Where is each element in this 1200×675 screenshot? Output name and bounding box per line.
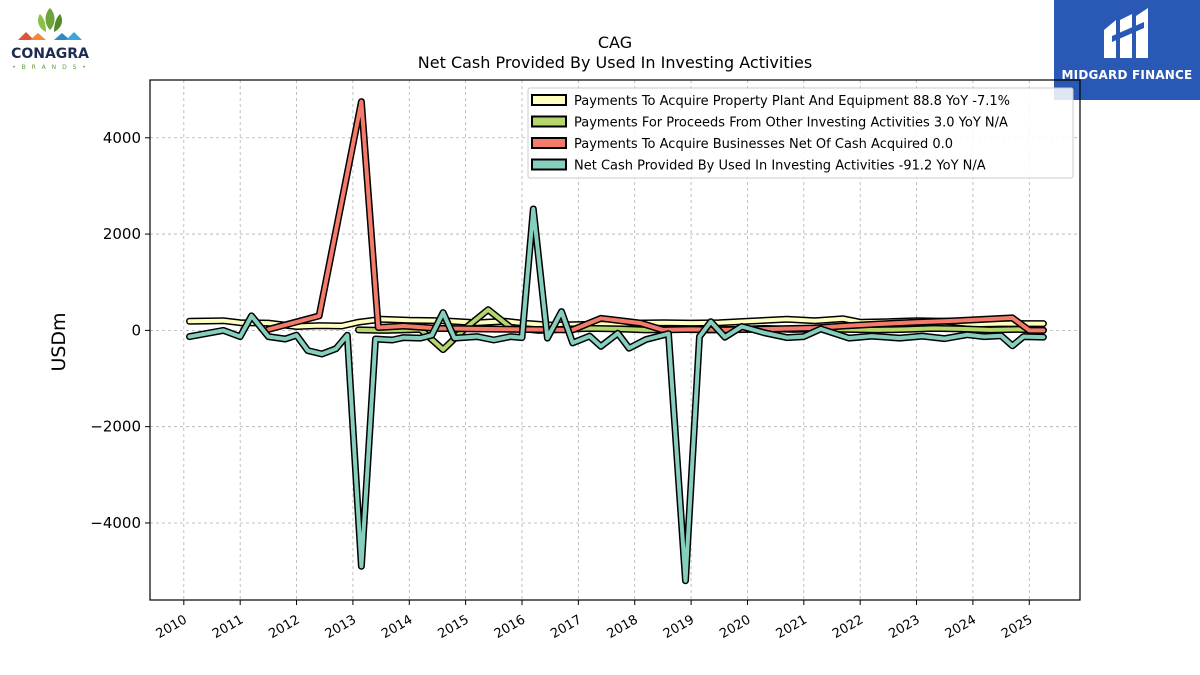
- y-tick-label: 4000: [103, 129, 141, 147]
- x-tick-label: 2015: [435, 612, 471, 642]
- plot-frame: [149, 79, 1081, 601]
- legend-swatch-1: [531, 115, 567, 128]
- series-line-2: [266, 99, 1046, 333]
- midgard-logo: MIDGARD FINANCE: [1054, 0, 1200, 100]
- series-outline-3: [186, 205, 1047, 585]
- midgard-wordmark: MIDGARD FINANCE: [1061, 68, 1193, 82]
- x-tick-label: 2013: [323, 612, 359, 642]
- x-tick-label: 2018: [605, 612, 641, 642]
- x-tick-label: 2020: [717, 612, 753, 642]
- legend-swatch-0: [531, 94, 567, 106]
- y-tick-label: 0: [131, 321, 141, 339]
- legend-label-3: Net Cash Provided By Used In Investing A…: [574, 159, 986, 174]
- legend-swatch-3: [531, 158, 567, 171]
- conagra-leaf-icon: [18, 8, 82, 40]
- legend: Payments To Acquire Property Plant And E…: [527, 87, 1074, 179]
- legend-label-2: Payments To Acquire Businesses Net Of Ca…: [574, 137, 953, 152]
- x-tick-label: 2025: [999, 612, 1035, 642]
- x-tick-label: 2017: [548, 612, 584, 642]
- x-tick-label: 2010: [154, 612, 190, 642]
- y-tick-label: 2000: [103, 225, 141, 243]
- x-tick-label: 2014: [379, 612, 415, 642]
- legend-box: [527, 87, 1074, 179]
- chart-subtitle: Net Cash Provided By Used In Investing A…: [418, 53, 812, 72]
- series-lines: [186, 98, 1047, 585]
- y-axis-label: USDm: [48, 312, 70, 371]
- legend-label-1: Payments For Proceeds From Other Investi…: [574, 116, 1008, 131]
- y-axis: −4000 −2000 0 2000 4000: [90, 129, 150, 532]
- conagra-logo: CONAGRA • B R A N D S •: [0, 0, 110, 80]
- x-tick-label: 2021: [774, 612, 810, 642]
- x-tick-label: 2022: [830, 612, 866, 642]
- x-axis: 2010 2011 2012 2013 2014 2015 2016 2017 2018 2019…: [154, 600, 1035, 642]
- x-tick-label: 2016: [492, 612, 528, 642]
- chart-title: CAG: [598, 33, 632, 52]
- series-line-3: [187, 207, 1046, 583]
- legend-swatch-2: [531, 137, 567, 149]
- conagra-brands-text: • B R A N D S •: [12, 64, 88, 71]
- midgard-mark-icon: [1104, 8, 1148, 58]
- y-tick-label: −2000: [90, 418, 141, 436]
- x-tick-label: 2024: [943, 612, 979, 642]
- conagra-wordmark: CONAGRA: [11, 46, 89, 62]
- legend-label-0: Payments To Acquire Property Plant And E…: [574, 94, 1010, 109]
- x-tick-label: 2012: [266, 612, 302, 642]
- x-tick-label: 2011: [210, 612, 246, 642]
- x-tick-label: 2023: [886, 612, 922, 642]
- x-tick-label: 2019: [661, 612, 697, 642]
- y-tick-label: −4000: [90, 514, 141, 532]
